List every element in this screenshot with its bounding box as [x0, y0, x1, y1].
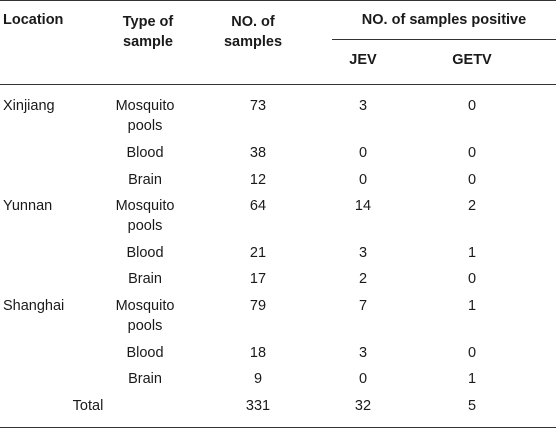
- row-jev: 7: [358, 298, 368, 314]
- row-type-line1: Brain: [128, 172, 162, 188]
- header-positive: NO. of samples positive: [361, 12, 527, 28]
- row-getv: 1: [467, 298, 477, 314]
- header-type-line2: sample: [123, 34, 173, 50]
- row-samples: 73: [249, 98, 267, 114]
- row-type-line1: Brain: [128, 271, 162, 287]
- row-type-line1: Blood: [126, 245, 164, 261]
- header-num-line2: samples: [223, 34, 283, 50]
- row-type-line1: Blood: [126, 345, 164, 361]
- row-jev: 3: [358, 245, 368, 261]
- row-getv: 2: [467, 198, 477, 214]
- row-getv: 0: [467, 145, 477, 161]
- row-location: Yunnan: [3, 198, 53, 214]
- total-getv: 5: [467, 398, 477, 414]
- row-jev: 3: [358, 345, 368, 361]
- row-getv: 0: [467, 345, 477, 361]
- row-getv: 0: [467, 172, 477, 188]
- row-samples: 21: [249, 245, 267, 261]
- row-type-line2: pools: [127, 318, 163, 334]
- row-type-line2: pools: [127, 218, 163, 234]
- top-rule: [0, 0, 556, 1]
- row-jev: 0: [358, 371, 368, 387]
- total-jev: 32: [354, 398, 372, 414]
- row-jev: 2: [358, 271, 368, 287]
- header-jev: JEV: [349, 52, 377, 68]
- total-samples: 331: [245, 398, 271, 414]
- header-bottom-rule: [0, 84, 556, 85]
- header-num-line1: NO. of: [231, 14, 275, 30]
- header-location: Location: [3, 12, 64, 28]
- row-location: Xinjiang: [3, 98, 55, 114]
- row-type-line1: Mosquito: [115, 98, 175, 114]
- row-type-line1: Blood: [126, 145, 164, 161]
- row-samples: 79: [249, 298, 267, 314]
- row-location: Shanghai: [3, 298, 65, 314]
- positive-underline: [332, 39, 556, 40]
- row-getv: 0: [467, 98, 477, 114]
- row-type-line1: Brain: [128, 371, 162, 387]
- row-samples: 12: [249, 172, 267, 188]
- row-samples: 9: [253, 371, 263, 387]
- row-samples: 38: [249, 145, 267, 161]
- total-label: Total: [72, 398, 104, 414]
- row-type-line1: Mosquito: [115, 298, 175, 314]
- row-type-line1: Mosquito: [115, 198, 175, 214]
- row-jev: 0: [358, 145, 368, 161]
- row-jev: 3: [358, 98, 368, 114]
- header-getv: GETV: [452, 52, 492, 68]
- row-samples: 18: [249, 345, 267, 361]
- row-samples: 64: [249, 198, 267, 214]
- bottom-rule: [0, 427, 556, 428]
- row-getv: 0: [467, 271, 477, 287]
- row-jev: 0: [358, 172, 368, 188]
- row-jev: 14: [354, 198, 372, 214]
- row-getv: 1: [467, 245, 477, 261]
- row-samples: 17: [249, 271, 267, 287]
- row-getv: 1: [467, 371, 477, 387]
- header-type-line1: Type of: [122, 14, 174, 30]
- row-type-line2: pools: [127, 118, 163, 134]
